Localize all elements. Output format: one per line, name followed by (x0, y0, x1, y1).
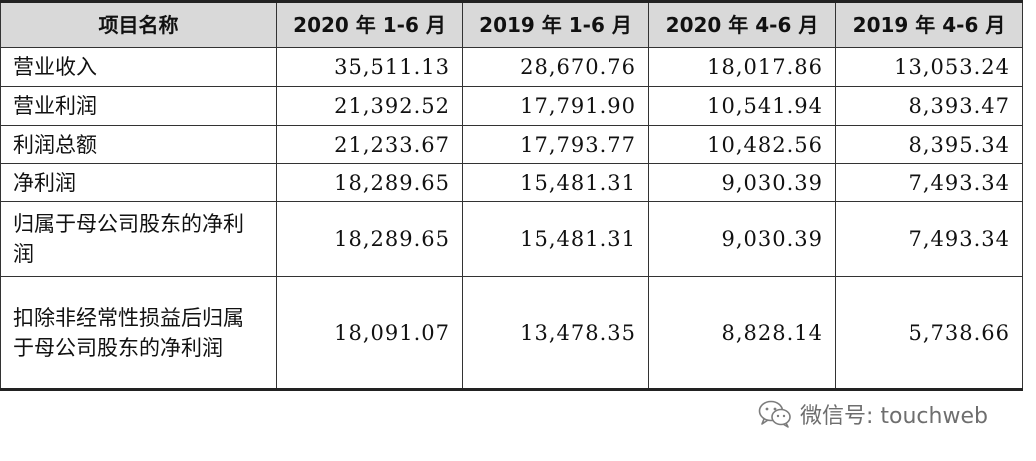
row-label: 营业利润 (0, 86, 277, 126)
row-label: 利润总额 (0, 125, 277, 164)
table-cell: 10,482.56 (648, 125, 836, 164)
row-label: 归属于母公司股东的净利润 (0, 201, 277, 277)
financial-table-container: 项目名称 2020 年 1-6 月 2019 年 1-6 月 2020 年 4-… (0, 0, 1023, 391)
column-header-2019-h1: 2019 年 1-6 月 (462, 0, 649, 48)
watermark-text: 微信号: touchweb (800, 404, 988, 429)
table-cell: 21,233.67 (276, 125, 463, 164)
table-cell: 8,828.14 (648, 276, 836, 391)
table-row: 净利润 18,289.65 15,481.31 9,030.39 7,493.3… (0, 163, 1023, 202)
table-cell: 9,030.39 (648, 163, 836, 202)
column-header-2020-h1: 2020 年 1-6 月 (276, 0, 463, 48)
table-cell: 10,541.94 (648, 86, 836, 126)
table-row: 归属于母公司股东的净利润 18,289.65 15,481.31 9,030.3… (0, 201, 1023, 277)
column-header-2020-q2: 2020 年 4-6 月 (648, 0, 836, 48)
table-cell: 13,478.35 (462, 276, 649, 391)
table-cell: 28,670.76 (462, 47, 649, 87)
table-cell: 13,053.24 (835, 47, 1023, 87)
table-cell: 5,738.66 (835, 276, 1023, 391)
table-cell: 7,493.34 (835, 201, 1023, 277)
table-cell: 18,091.07 (276, 276, 463, 391)
column-header-item-name: 项目名称 (0, 0, 277, 48)
table-cell: 35,511.13 (276, 47, 463, 87)
table-cell: 21,392.52 (276, 86, 463, 126)
financial-summary-table: 项目名称 2020 年 1-6 月 2019 年 1-6 月 2020 年 4-… (0, 0, 1023, 391)
row-label: 扣除非经常性损益后归属于母公司股东的净利润 (0, 276, 277, 391)
table-row: 利润总额 21,233.67 17,793.77 10,482.56 8,395… (0, 125, 1023, 164)
row-label: 营业收入 (0, 47, 277, 87)
table-row: 营业收入 35,511.13 28,670.76 18,017.86 13,05… (0, 47, 1023, 87)
table-cell: 9,030.39 (648, 201, 836, 277)
table-cell: 8,393.47 (835, 86, 1023, 126)
wechat-icon (758, 400, 792, 428)
table-row: 扣除非经常性损益后归属于母公司股东的净利润 18,091.07 13,478.3… (0, 276, 1023, 391)
table-cell: 18,017.86 (648, 47, 836, 87)
table-cell: 17,793.77 (462, 125, 649, 164)
table-row: 营业利润 21,392.52 17,791.90 10,541.94 8,393… (0, 86, 1023, 126)
column-header-2019-q2: 2019 年 4-6 月 (835, 0, 1023, 48)
table-cell: 17,791.90 (462, 86, 649, 126)
table-cell: 15,481.31 (462, 201, 649, 277)
table-cell: 15,481.31 (462, 163, 649, 202)
table-cell: 18,289.65 (276, 163, 463, 202)
wechat-watermark: 微信号: touchweb (758, 398, 988, 430)
table-cell: 18,289.65 (276, 201, 463, 277)
table-cell: 7,493.34 (835, 163, 1023, 202)
row-label: 净利润 (0, 163, 277, 202)
table-cell: 8,395.34 (835, 125, 1023, 164)
table-header-row: 项目名称 2020 年 1-6 月 2019 年 1-6 月 2020 年 4-… (0, 0, 1023, 48)
